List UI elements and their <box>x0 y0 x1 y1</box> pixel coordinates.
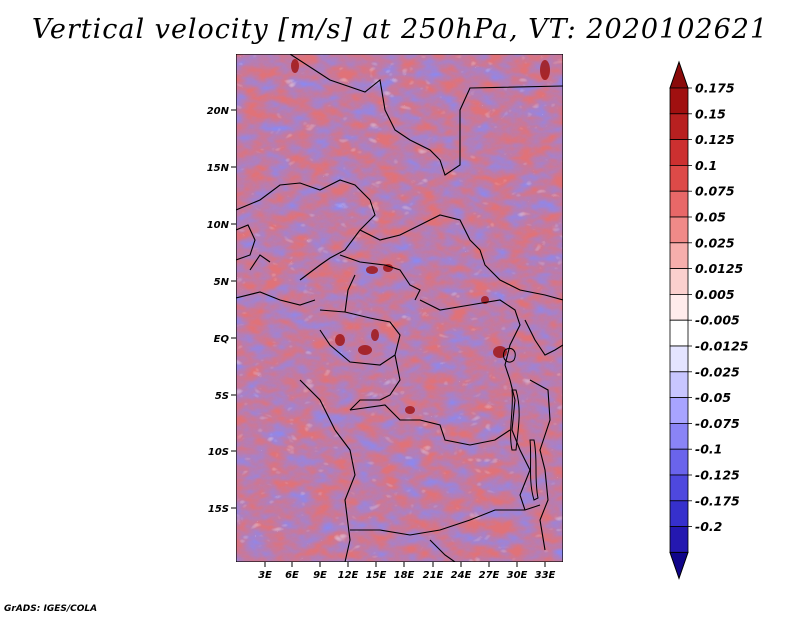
lon-label: 24E <box>451 570 472 581</box>
colorbar-label: -0.1 <box>695 442 722 457</box>
colorbar-segment <box>669 448 689 476</box>
colorbar-segment <box>669 87 689 115</box>
lat-label: 10N <box>207 220 230 231</box>
longitude-axis: 3E 6E 9E 12E 15E 18E 21E 24E 27E 30E 33E <box>258 562 556 581</box>
colorbar-segment <box>669 397 689 424</box>
map-title: Vertical velocity [m/s] at 250hPa, VT: 2… <box>31 14 769 45</box>
colorbar-segment <box>669 113 689 141</box>
colorbar-segment <box>669 422 689 450</box>
lon-label: 15E <box>366 570 387 581</box>
colorbar-segment <box>669 139 689 166</box>
colorbar-label: -0.075 <box>695 416 740 431</box>
colorbar-label: 0.15 <box>695 106 726 121</box>
lon-label: 6E <box>285 570 299 581</box>
colorbar-label: 0.175 <box>695 81 735 96</box>
lon-label: 18E <box>394 570 415 581</box>
colorbar-segment <box>669 371 689 398</box>
lon-label: 3E <box>258 570 272 581</box>
colorbar-label: -0.2 <box>695 519 722 534</box>
lat-label: EQ <box>214 334 230 345</box>
colorbar-segment <box>669 500 689 527</box>
colorbar-segment <box>669 216 689 244</box>
colorbar-label: -0.175 <box>695 493 740 508</box>
lon-label: 30E <box>507 570 528 581</box>
colorbar-label: -0.125 <box>695 468 740 483</box>
lon-label: 27E <box>479 570 500 581</box>
lon-label: 21E <box>423 570 444 581</box>
colorbar-segment <box>669 319 689 347</box>
lon-label: 33E <box>535 570 556 581</box>
colorbar-label: -0.0125 <box>695 339 749 354</box>
colorbar-label: -0.025 <box>695 364 740 379</box>
lat-label: 15N <box>207 163 230 174</box>
colorbar-label: 0.025 <box>695 235 735 250</box>
lat-label: 15S <box>208 504 229 515</box>
colorbar-label: 0.125 <box>695 132 735 147</box>
colorbar-bottom-arrow <box>669 551 689 580</box>
colorbar-segment <box>669 293 689 321</box>
colorbar-segment <box>669 345 689 373</box>
lon-label: 12E <box>338 570 359 581</box>
country-borders <box>236 54 563 562</box>
lat-label: 5S <box>215 391 229 402</box>
lon-label: 9E <box>313 570 327 581</box>
map-field <box>236 54 563 562</box>
lakes <box>502 347 539 501</box>
colorbar-label: 0.05 <box>695 210 726 225</box>
colorbar-segment <box>669 474 689 502</box>
colorbar-top-arrow <box>669 60 689 89</box>
colorbar-label: 0.0125 <box>695 261 744 276</box>
colorbar-segment <box>669 190 689 218</box>
latitude-axis: 20N 15N 10N 5N EQ 5S 10S 15S <box>207 106 236 515</box>
lat-label: 10S <box>208 447 229 458</box>
lat-label: 20N <box>207 106 230 117</box>
colorbar-segment <box>669 164 689 192</box>
colorbar-segment <box>669 268 689 295</box>
colorbar: 0.175 0.15 0.125 0.1 0.075 0.05 0.025 0.0125 0.0… <box>669 60 749 580</box>
colorbar-segment <box>669 242 689 270</box>
colorbar-label: 0.005 <box>695 287 735 302</box>
credit-text: GrADS: IGES/COLA <box>4 604 98 614</box>
strong-updraft-spots <box>291 59 550 414</box>
lat-label: 5N <box>214 277 230 288</box>
colorbar-label: -0.05 <box>695 390 731 405</box>
colorbar-label: -0.005 <box>695 313 740 328</box>
colorbar-segment <box>669 526 689 553</box>
colorbar-label: 0.1 <box>695 158 717 173</box>
colorbar-label: 0.075 <box>695 184 735 199</box>
